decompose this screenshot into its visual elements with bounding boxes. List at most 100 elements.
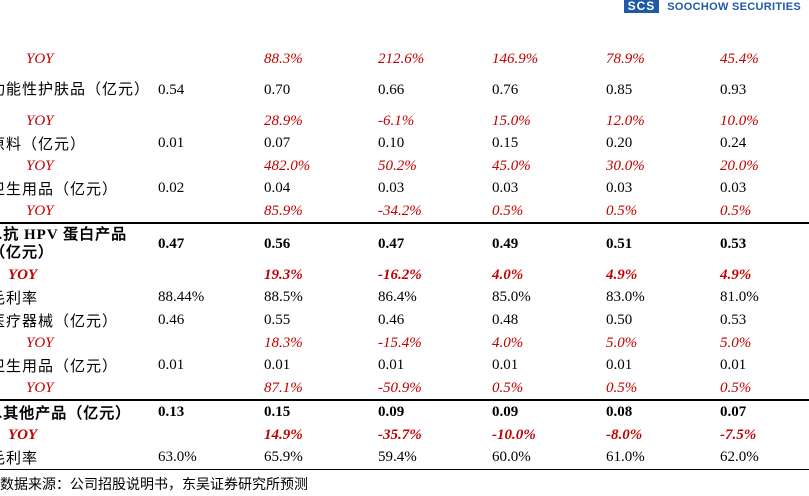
table-cell: 0.55 [264, 312, 291, 328]
table-cell: 19.3% [264, 266, 303, 283]
row-label: YOY [26, 379, 54, 396]
logo-mark: SCS [623, 0, 660, 13]
table-cell: 60.0% [492, 446, 606, 470]
table-cell: 0.76 [492, 82, 519, 98]
table-cell: 0.5% [492, 202, 524, 219]
table-cell: 0.09 [378, 399, 492, 424]
table-cell [158, 332, 264, 354]
page-header: SCS SOOCHOW SECURITIES [0, 0, 809, 18]
table-cell: 4.0% [492, 266, 524, 283]
table-cell: -6.1% [378, 112, 415, 129]
table-row: 功能性护肤品（亿元） 0.54 0.70 0.66 0.76 0.85 0.93 [0, 70, 809, 110]
table-cell [158, 264, 264, 286]
table-cell: 20.0% [720, 157, 759, 174]
table-cell: 0.53 [720, 222, 809, 264]
row-label-text: 卫生用品（亿元） [0, 182, 119, 198]
row-label-text: 毛利率 [0, 451, 39, 467]
row-label-text: 卫生用品（亿元） [0, 359, 119, 375]
row-label: 医疗器械（亿元） [0, 309, 158, 332]
table-cell: 0.5% [720, 202, 752, 219]
table-cell: -16.2% [378, 266, 422, 283]
table-cell: 85.9% [264, 202, 303, 219]
table-cell: 87.1% [264, 379, 303, 396]
table-cell [158, 155, 264, 177]
table-cell: 0.66 [378, 82, 405, 98]
table-cell: 50.2% [378, 157, 417, 174]
table-cell: 0.03 [606, 180, 633, 196]
row-label: 卫生用品（亿元） [0, 177, 158, 200]
table-cell: 146.9% [492, 50, 539, 67]
table-cell: 63.0% [158, 446, 264, 470]
table-cell: 86.4% [378, 289, 417, 305]
table-row: 卫生用品（亿元） 0.01 0.01 0.01 0.01 0.01 0.01 [0, 354, 809, 377]
table-cell [158, 424, 264, 446]
table-cell: -7.5% [720, 426, 757, 443]
table-cell: 0.54 [158, 82, 185, 98]
table-cell: 0.03 [492, 180, 519, 196]
table-cell: 0.01 [720, 357, 747, 373]
brand-logo: SCS SOOCHOW SECURITIES [623, 0, 801, 13]
table-cell: 4.9% [720, 266, 752, 283]
table-cell: 85.0% [492, 289, 531, 305]
table-cell: 81.0% [720, 289, 759, 305]
row-label: 4.其他产品（亿元） [0, 399, 158, 424]
table-row: YOY 18.3% -15.4% 4.0% 5.0% 5.0% [0, 332, 809, 354]
table-cell: 0.15 [492, 135, 519, 151]
table-cell: 0.20 [606, 135, 633, 151]
table-cell: 0.01 [158, 357, 185, 373]
table-cell: 12.0% [606, 112, 645, 129]
table-cell: 59.4% [378, 446, 492, 470]
row-label: YOY [8, 266, 38, 283]
table-row: YOY 87.1% -50.9% 0.5% 0.5% 0.5% [0, 377, 809, 400]
table-cell: 78.9% [606, 50, 645, 67]
row-label: YOY [26, 112, 54, 129]
table-cell: 0.01 [492, 357, 519, 373]
table-cell: 0.07 [264, 135, 291, 151]
table-cell: 61.0% [606, 446, 720, 470]
row-label-text: 原料（亿元） [0, 137, 87, 153]
table-cell: 482.0% [264, 157, 311, 174]
table-cell: 4.0% [492, 334, 524, 351]
row-label: 原料（亿元） [0, 132, 158, 155]
table-cell: 0.08 [606, 399, 720, 424]
table-cell: 0.48 [492, 312, 519, 328]
table-cell: 0.01 [158, 135, 185, 151]
table-cell: 15.0% [492, 112, 531, 129]
table-cell: 0.85 [606, 82, 633, 98]
row-label: 毛利率 [0, 446, 158, 470]
table-cell: 83.0% [606, 289, 645, 305]
row-label: 毛利率 [0, 286, 158, 309]
table-row: YOY 19.3% -16.2% 4.0% 4.9% 4.9% [0, 264, 809, 286]
table-cell: 65.9% [264, 446, 378, 470]
table-cell: 0.93 [720, 82, 747, 98]
table-cell: 30.0% [606, 157, 645, 174]
row-label: 卫生用品（亿元） [0, 354, 158, 377]
row-label-text: 4.其他产品（亿元） [0, 406, 132, 422]
table-cell: 0.49 [492, 222, 606, 264]
table-cell: 0.01 [378, 357, 405, 373]
table-cell: 0.09 [492, 399, 606, 424]
table-cell: 0.01 [264, 357, 291, 373]
table-cell: 45.0% [492, 157, 531, 174]
table-cell: 0.24 [720, 135, 747, 151]
table-row: 4.其他产品（亿元） 0.13 0.15 0.09 0.09 0.08 0.07 [0, 399, 809, 424]
table-cell: 28.9% [264, 112, 303, 129]
table-cell: 62.0% [720, 446, 809, 470]
table-cell: 0.01 [606, 357, 633, 373]
table-cell: 0.47 [378, 222, 492, 264]
table-row: 毛利率 88.44% 88.5% 86.4% 85.0% 83.0% 81.0% [0, 286, 809, 309]
table-cell: 0.15 [264, 399, 378, 424]
table-cell: 0.46 [378, 312, 405, 328]
table-row: YOY 482.0% 50.2% 45.0% 30.0% 20.0% [0, 155, 809, 177]
table-cell: 0.51 [606, 222, 720, 264]
table-row: YOY 14.9% -35.7% -10.0% -8.0% -7.5% [0, 424, 809, 446]
table-cell: 45.4% [720, 50, 759, 67]
table-cell: 88.5% [264, 289, 303, 305]
table-cell: 212.6% [378, 50, 425, 67]
table-cell: 0.46 [158, 312, 185, 328]
table-cell: 0.07 [720, 399, 809, 424]
table-cell: 0.5% [606, 202, 638, 219]
table-cell: 0.5% [492, 379, 524, 396]
table-cell: -35.7% [378, 426, 422, 443]
table-row: YOY 85.9% -34.2% 0.5% 0.5% 0.5% [0, 200, 809, 223]
